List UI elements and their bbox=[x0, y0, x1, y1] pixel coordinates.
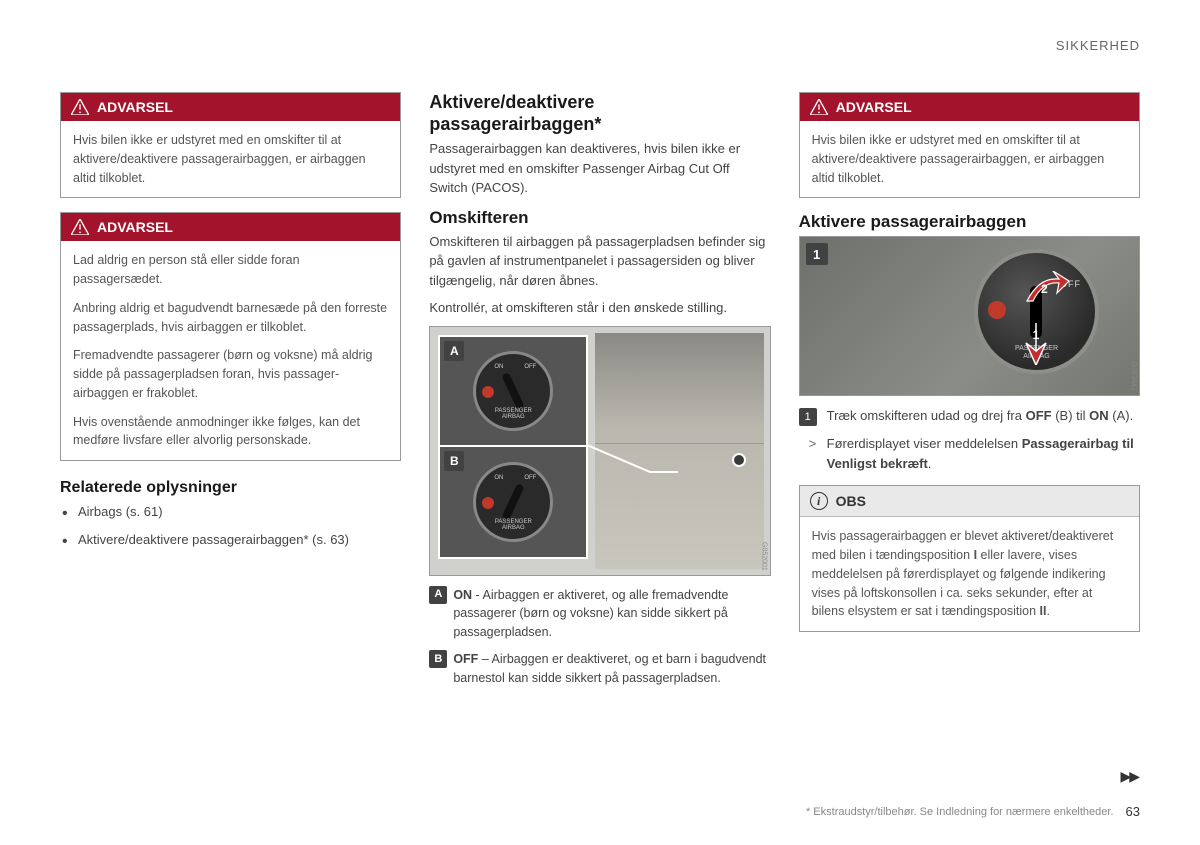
warning-title: ADVARSEL bbox=[836, 99, 912, 115]
body-p1: Omskifteren til airbaggen på passagerpla… bbox=[429, 232, 770, 291]
warning-symbol-icon bbox=[482, 497, 494, 509]
warning-triangle-icon bbox=[810, 99, 828, 115]
column-1: ADVARSEL Hvis bilen ikke er udstyret med… bbox=[60, 92, 401, 695]
step-text: Træk omskifteren udad og drej fra OFF (B… bbox=[827, 406, 1134, 426]
warning-p1: Lad aldrig en person stå eller sidde for… bbox=[73, 251, 388, 289]
page-number: 63 bbox=[1126, 804, 1140, 819]
svg-text:2: 2 bbox=[1041, 282, 1048, 296]
subsection-heading: Omskifteren bbox=[429, 208, 770, 228]
switch-detail-panel: A ON OFF PASSENGER AIRBAG B bbox=[438, 335, 588, 559]
step-1: 1 Træk omskifteren udad og drej fra OFF … bbox=[799, 406, 1140, 426]
column-3: ADVARSEL Hvis bilen ikke er udstyret med… bbox=[799, 92, 1140, 695]
airbag-switch-icon: ON OFF PASSENGER AIRBAG bbox=[473, 351, 553, 431]
label-b: B bbox=[444, 451, 464, 471]
warning-triangle-icon bbox=[71, 219, 89, 235]
step-number: 1 bbox=[799, 408, 817, 426]
column-2: Aktivere/deaktivere passagerairbaggen* P… bbox=[429, 92, 770, 695]
note-title: OBS bbox=[836, 493, 866, 509]
info-icon: i bbox=[810, 492, 828, 510]
callout-label: A bbox=[429, 586, 447, 604]
warning-body: Hvis bilen ikke er udstyret med en omski… bbox=[61, 121, 400, 197]
step-1-result: Førerdisplayet viser meddelelsen Passage… bbox=[799, 434, 1140, 473]
subsection-heading: Aktivere passagerairbaggen bbox=[799, 212, 1140, 232]
callout-a: A ON - Airbaggen er aktiveret, og alle f… bbox=[429, 586, 770, 642]
warning-text: Hvis bilen ikke er udstyret med en omski… bbox=[73, 131, 388, 187]
warning-body: Hvis bilen ikke er udstyret med en omski… bbox=[800, 121, 1139, 197]
related-info-list: Airbags (s. 61) Aktivere/deaktivere pass… bbox=[60, 503, 401, 549]
passenger-airbag-label: PASSENGER AIRBAG bbox=[495, 408, 532, 420]
warning-triangle-icon bbox=[71, 99, 89, 115]
warning-p2: Anbring aldrig et bagudvendt barnesæde p… bbox=[73, 299, 388, 337]
note-box: i OBS Hvis passagerairbaggen er blevet a… bbox=[799, 485, 1140, 632]
label-a: A bbox=[444, 341, 464, 361]
warning-box-1: ADVARSEL Hvis bilen ikke er udstyret med… bbox=[60, 92, 401, 198]
svg-text:1: 1 bbox=[1033, 328, 1040, 342]
section-heading: Aktivere/deaktivere passagerairbaggen* bbox=[429, 92, 770, 135]
warning-box-3: ADVARSEL Hvis bilen ikke er udstyret med… bbox=[799, 92, 1140, 198]
note-body: Hvis passagerairbaggen er blevet aktiver… bbox=[800, 517, 1139, 631]
warning-symbol-icon bbox=[482, 386, 494, 398]
continue-arrow-icon: ▶▶ bbox=[1120, 768, 1138, 785]
page-footer: * Ekstraudstyr/tilbehør. Se Indledning f… bbox=[806, 804, 1140, 819]
section-header: SIKKERHED bbox=[1056, 38, 1140, 53]
callout-text: OFF – Airbaggen er deaktiveret, og et ba… bbox=[453, 650, 770, 688]
warning-symbol-icon bbox=[988, 301, 1006, 319]
warning-text: Hvis bilen ikke er udstyret med en omski… bbox=[812, 131, 1127, 187]
switch-off-cell: B ON OFF PASSENGER AIRBAG bbox=[440, 447, 586, 557]
on-label: ON bbox=[494, 475, 503, 481]
warning-box-2: ADVARSEL Lad aldrig en person stå eller … bbox=[60, 212, 401, 461]
related-item: Airbags (s. 61) bbox=[60, 503, 401, 521]
arrow-1-icon: 1 bbox=[1018, 321, 1054, 365]
callout-b: B OFF – Airbaggen er deaktiveret, og et … bbox=[429, 650, 770, 688]
note-header: i OBS bbox=[800, 486, 1139, 517]
off-label: OFF bbox=[524, 475, 536, 481]
warning-header: ADVARSEL bbox=[800, 93, 1139, 121]
passenger-airbag-label: PASSENGER AIRBAG bbox=[495, 519, 532, 531]
footnote-text: * Ekstraudstyr/tilbehør. Se Indledning f… bbox=[806, 806, 1114, 818]
figure-credit: G063442 bbox=[1130, 362, 1137, 391]
on-label: ON bbox=[494, 364, 503, 370]
warning-p3: Fremadvendte passagerer (børn og voksne)… bbox=[73, 346, 388, 402]
warning-header: ADVARSEL bbox=[61, 93, 400, 121]
callout-text: ON - Airbaggen er aktiveret, og alle fre… bbox=[453, 586, 770, 642]
warning-title: ADVARSEL bbox=[97, 219, 173, 235]
figure-switch-positions: A ON OFF PASSENGER AIRBAG B bbox=[429, 326, 770, 576]
switch-location-marker bbox=[732, 453, 746, 467]
related-item: Aktivere/deaktivere passagerairbaggen* (… bbox=[60, 531, 401, 549]
warning-header: ADVARSEL bbox=[61, 213, 400, 241]
airbag-switch-large-icon: OFF PASSENGER AIRBAG 1 2 bbox=[974, 249, 1099, 374]
figure-step-1-label: 1 bbox=[806, 243, 828, 265]
figure-activate-airbag: 1 OFF PASSENGER AIRBAG 1 2 G063442 bbox=[799, 236, 1140, 396]
arrow-2-icon: 2 bbox=[1019, 271, 1069, 307]
off-label: OFF bbox=[524, 364, 536, 370]
related-info-heading: Relaterede oplysninger bbox=[60, 479, 401, 497]
warning-body: Lad aldrig en person stå eller sidde for… bbox=[61, 241, 400, 460]
callout-line-icon bbox=[580, 422, 690, 482]
switch-on-cell: A ON OFF PASSENGER AIRBAG bbox=[440, 337, 586, 447]
manual-page: SIKKERHED ADVARSEL Hvis bilen ikke er ud… bbox=[0, 0, 1200, 845]
content-columns: ADVARSEL Hvis bilen ikke er udstyret med… bbox=[60, 92, 1140, 695]
figure-credit: G052001 bbox=[761, 542, 768, 571]
airbag-switch-icon: ON OFF PASSENGER AIRBAG bbox=[473, 462, 553, 542]
callout-label: B bbox=[429, 650, 447, 668]
warning-p4: Hvis ovenstående anmodninger ikke følges… bbox=[73, 413, 388, 451]
body-p2: Kontrollér, at omskifteren står i den øn… bbox=[429, 298, 770, 318]
intro-text: Passagerairbaggen kan deaktiveres, hvis … bbox=[429, 139, 770, 198]
warning-title: ADVARSEL bbox=[97, 99, 173, 115]
